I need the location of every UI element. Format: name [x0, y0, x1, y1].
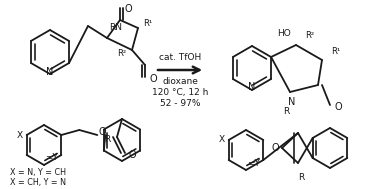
Text: R¹: R¹ [332, 47, 341, 57]
Text: O: O [124, 4, 132, 14]
Text: =Y: =Y [247, 159, 260, 167]
Text: dioxane: dioxane [162, 77, 198, 87]
Text: O: O [149, 74, 157, 84]
Text: =Y: =Y [45, 153, 58, 163]
Text: R¹: R¹ [144, 19, 153, 28]
Text: X: X [219, 136, 225, 145]
Text: O: O [271, 143, 279, 153]
Text: N: N [46, 67, 54, 77]
Text: RN: RN [109, 23, 122, 33]
Text: 120 °C, 12 h: 120 °C, 12 h [152, 88, 208, 98]
Text: R²: R² [117, 49, 127, 57]
Text: R: R [283, 108, 289, 116]
Text: X: X [17, 132, 23, 140]
Text: cat. TfOH: cat. TfOH [159, 53, 201, 63]
Text: HO: HO [277, 29, 291, 37]
Text: X = CH, Y = N: X = CH, Y = N [10, 177, 66, 187]
Text: X = N, Y = CH: X = N, Y = CH [10, 167, 66, 177]
Text: 52 - 97%: 52 - 97% [160, 99, 200, 108]
Text: O: O [334, 102, 342, 112]
Text: R: R [298, 173, 304, 181]
Text: O: O [128, 150, 136, 160]
Text: O: O [98, 127, 106, 137]
Text: N: N [288, 97, 296, 107]
Text: N: N [248, 82, 256, 92]
Text: R²: R² [306, 30, 314, 40]
Text: R: R [104, 135, 110, 143]
